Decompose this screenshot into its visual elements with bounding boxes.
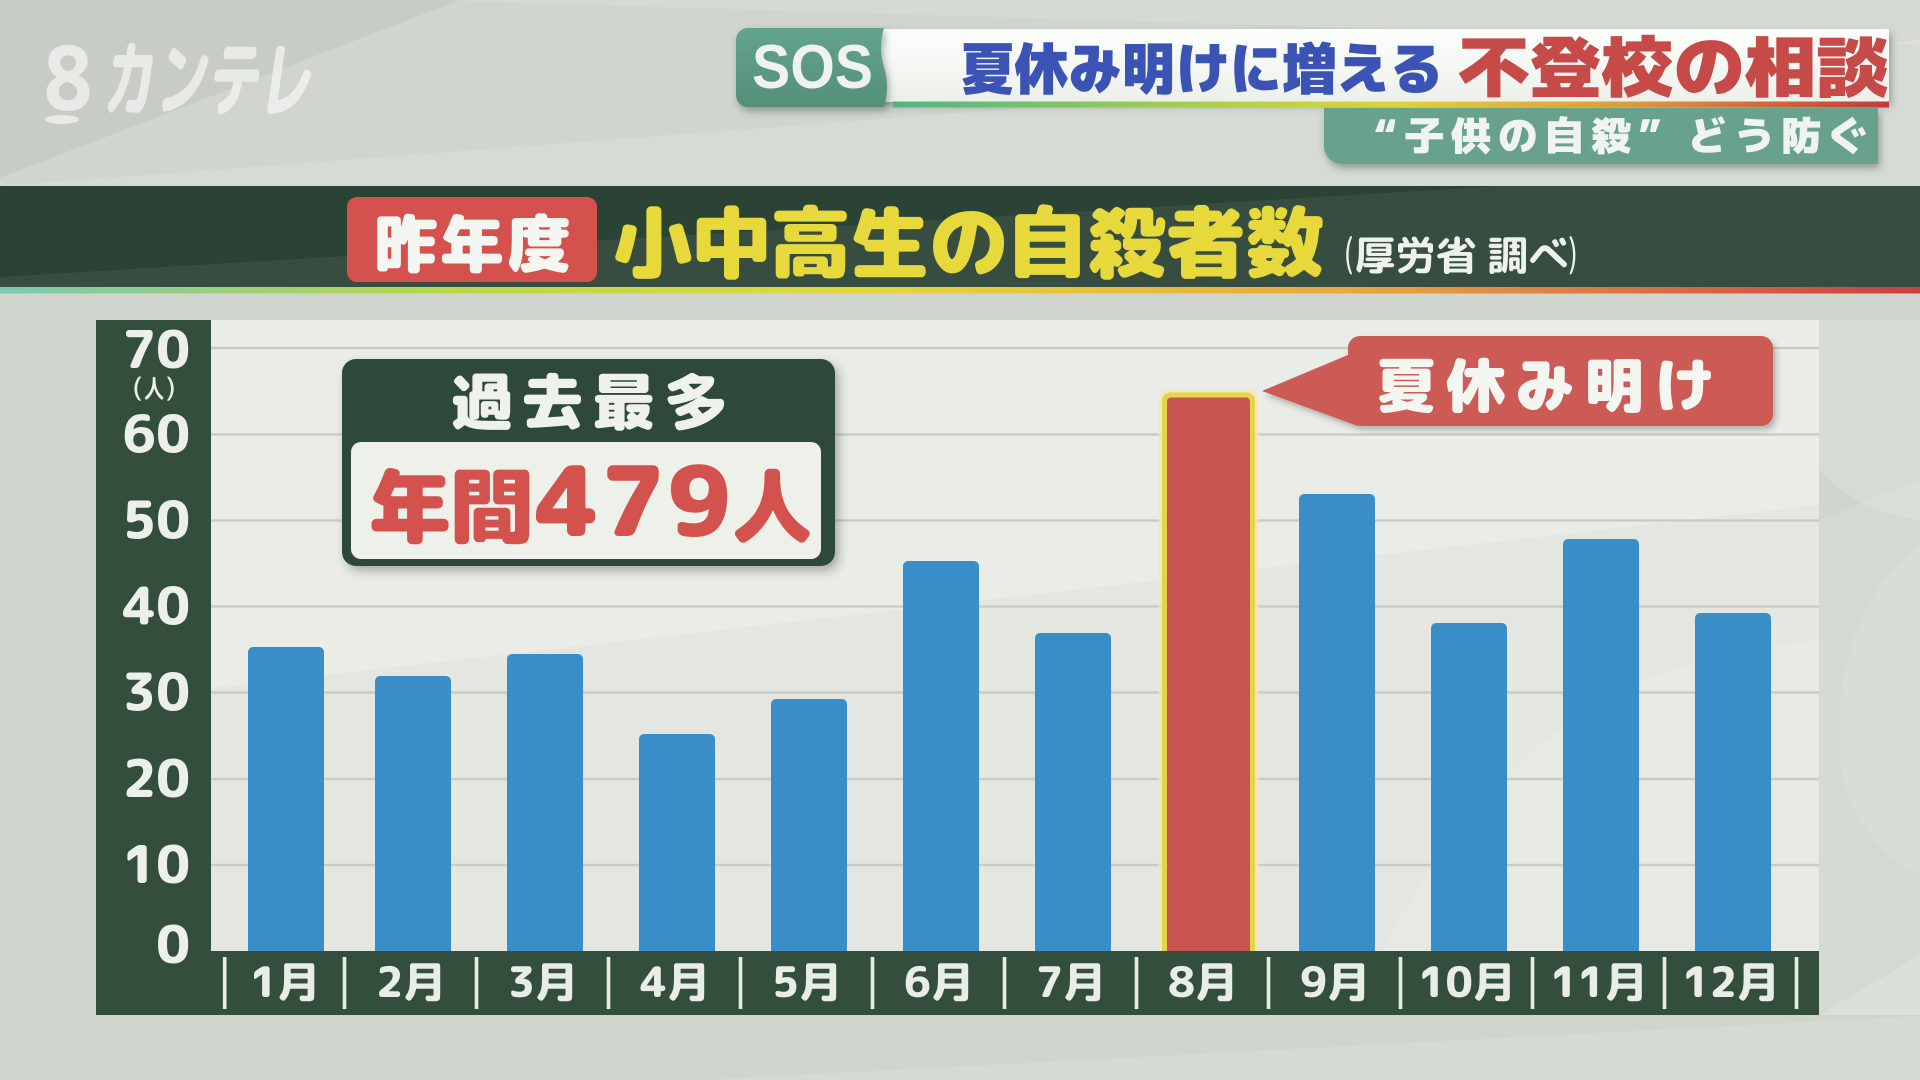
svg-text:SOS: SOS: [752, 33, 873, 102]
